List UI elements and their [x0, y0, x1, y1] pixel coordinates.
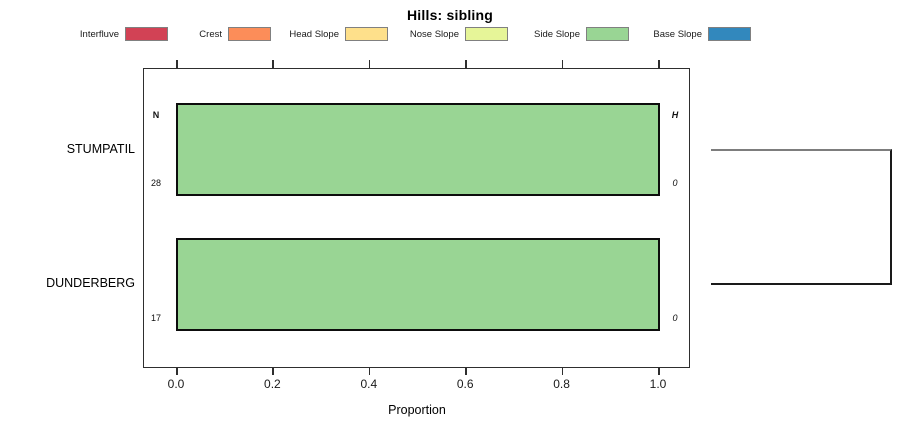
bottom-axis-tick — [465, 368, 467, 375]
legend-color-swatch — [708, 27, 751, 41]
x-tick-label: 0.0 — [167, 377, 185, 391]
n-column-header: N — [152, 110, 160, 120]
empty-inset-box — [711, 149, 892, 285]
bottom-axis-tick — [658, 368, 660, 375]
bottom-axis-tick — [272, 368, 274, 375]
legend-item: Nose Slope — [410, 27, 508, 41]
legend-color-swatch — [125, 27, 168, 41]
legend-item: Base Slope — [653, 27, 751, 41]
n-value: 28 — [150, 178, 161, 188]
proportion-bar — [176, 103, 660, 196]
x-tick-label: 0.8 — [553, 377, 570, 391]
legend-label: Head Slope — [289, 28, 339, 40]
top-axis-tick — [368, 60, 371, 68]
legend-item: Head Slope — [289, 27, 388, 41]
legend-item: Interfluve — [80, 27, 168, 41]
chart-title: Hills: sibling — [406, 7, 494, 23]
h-value: 0 — [672, 313, 678, 323]
legend-label: Nose Slope — [409, 28, 459, 40]
top-axis-tick — [272, 60, 274, 68]
plot-area — [143, 68, 690, 368]
x-tick-label: 0.4 — [360, 377, 378, 391]
x-tick-label: 1.0 — [649, 377, 667, 391]
legend-item: Crest — [199, 27, 271, 41]
legend-color-swatch — [586, 27, 629, 41]
top-axis-tick — [658, 60, 660, 68]
y-category-label: STUMPATIL — [66, 142, 135, 156]
proportion-bar — [176, 238, 660, 331]
legend-label: Base Slope — [653, 28, 702, 40]
x-tick-label: 0.2 — [264, 377, 281, 391]
top-axis-tick — [176, 60, 178, 68]
x-tick-label: 0.6 — [456, 377, 474, 391]
h-column-header: H — [671, 110, 679, 120]
top-axis-tick — [465, 60, 467, 68]
h-value: 0 — [672, 178, 678, 188]
bottom-axis-tick — [368, 368, 371, 375]
n-value: 17 — [150, 313, 161, 323]
legend-label: Crest — [199, 28, 222, 40]
legend-color-swatch — [228, 27, 271, 41]
bottom-axis-tick — [561, 368, 564, 375]
x-axis-title: Proportion — [388, 403, 446, 417]
y-category-label: DUNDERBERG — [46, 276, 135, 290]
legend-label: Side Slope — [534, 28, 580, 40]
legend-label: Interfluve — [79, 28, 119, 40]
legend-item: Side Slope — [534, 27, 629, 41]
top-axis-tick — [561, 60, 564, 68]
legend-color-swatch — [345, 27, 388, 41]
legend-color-swatch — [465, 27, 508, 41]
bottom-axis-tick — [176, 368, 178, 375]
